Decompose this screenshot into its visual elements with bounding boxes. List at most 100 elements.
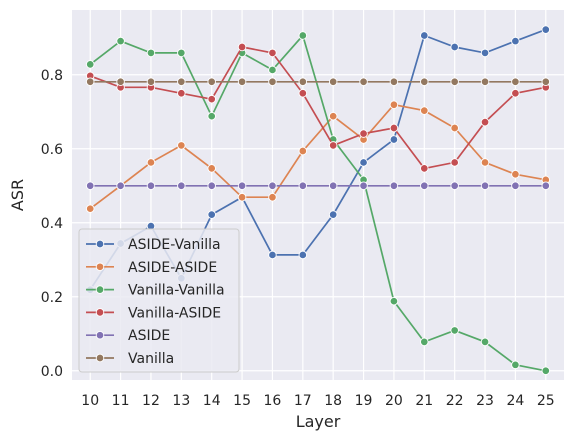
data-point (541, 366, 551, 376)
x-tick-label: 23 (476, 393, 494, 409)
data-point (177, 48, 186, 58)
data-point (116, 77, 125, 87)
data-point (480, 181, 490, 190)
data-point (177, 181, 186, 190)
data-point (480, 48, 490, 58)
data-point (146, 181, 156, 190)
data-point (480, 77, 490, 87)
data-point (268, 65, 277, 75)
data-point (298, 181, 308, 190)
data-point (177, 77, 186, 87)
data-point (298, 88, 308, 98)
data-point (511, 88, 520, 98)
data-point (177, 141, 186, 150)
x-axis-title: Layer (296, 412, 341, 431)
x-tick-label: 25 (537, 393, 555, 409)
data-point (237, 77, 247, 87)
data-point (328, 181, 338, 190)
legend-swatch-marker (95, 285, 105, 294)
data-point (177, 88, 186, 98)
data-point (207, 94, 216, 104)
x-tick-labels: 10 11 12 13 14 15 16 17 18 19 20 21 22 23 24 25 (81, 393, 554, 409)
legend-label: Vanilla (128, 351, 174, 367)
data-point (116, 181, 125, 190)
x-tick-label: 18 (324, 393, 342, 409)
data-point (450, 158, 459, 167)
legend-label: Vanilla-ASIDE (128, 305, 221, 321)
data-point (389, 100, 399, 109)
data-point (359, 129, 368, 138)
x-tick-label: 19 (355, 393, 373, 409)
data-point (116, 36, 125, 46)
data-point (359, 181, 368, 190)
data-point (511, 181, 520, 190)
x-tick-label: 20 (385, 393, 403, 409)
data-point (480, 117, 490, 127)
x-tick-label: 22 (446, 393, 464, 409)
data-point (389, 181, 399, 190)
data-point (268, 77, 277, 87)
legend-swatch-marker (95, 239, 105, 249)
data-point (207, 164, 216, 173)
x-tick-label: 10 (81, 393, 99, 409)
data-point (298, 250, 308, 260)
data-point (480, 337, 490, 347)
data-point (85, 204, 95, 213)
data-point (328, 77, 338, 87)
data-point (541, 77, 551, 87)
data-point (480, 158, 490, 167)
legend-swatch-marker (95, 262, 105, 272)
data-point (389, 135, 399, 144)
legend-swatch-marker (95, 353, 105, 363)
data-point (389, 296, 399, 306)
series-lines (85, 25, 551, 376)
x-tick-label: 14 (203, 393, 221, 409)
data-point (146, 77, 156, 87)
data-point (268, 181, 277, 190)
data-point (541, 181, 551, 190)
legend-swatch-marker (95, 308, 105, 317)
legend-label: ASIDE-Vanilla (128, 237, 221, 253)
x-tick-label: 15 (233, 393, 251, 409)
x-tick-label: 11 (112, 393, 130, 409)
x-tick-label: 21 (415, 393, 433, 409)
data-point (389, 77, 399, 87)
legend-label: ASIDE (128, 328, 170, 344)
data-point (146, 158, 156, 167)
data-point (420, 164, 429, 173)
data-point (511, 360, 520, 370)
data-point (85, 181, 95, 190)
data-point (268, 48, 277, 58)
y-tick-label: 0.0 (41, 364, 63, 380)
x-tick-label: 12 (142, 393, 160, 409)
legend-swatch-marker (95, 330, 105, 340)
data-point (207, 77, 216, 87)
x-tick-label: 13 (172, 393, 190, 409)
data-point (450, 123, 459, 133)
y-axis-title: ASR (8, 179, 27, 211)
data-point (85, 60, 95, 69)
y-tick-label: 0.2 (41, 290, 63, 306)
series-line-1 (89, 103, 546, 210)
data-point (420, 31, 429, 40)
data-point (359, 77, 368, 87)
data-point (268, 192, 277, 202)
data-point (207, 210, 216, 219)
x-tick-label: 24 (506, 393, 524, 409)
series-line-3 (89, 46, 546, 170)
legend-box (78, 228, 240, 373)
data-point (146, 48, 156, 58)
data-point (328, 210, 338, 219)
data-point (85, 77, 95, 87)
data-point (298, 146, 308, 156)
data-point (511, 77, 520, 87)
data-point (420, 77, 429, 87)
data-point (298, 31, 308, 40)
data-point (328, 141, 338, 150)
data-point (420, 181, 429, 190)
data-point (450, 77, 459, 87)
x-tick-label: 16 (264, 393, 282, 409)
data-point (450, 42, 459, 52)
data-point (359, 158, 368, 167)
x-tick-label: 17 (294, 393, 312, 409)
